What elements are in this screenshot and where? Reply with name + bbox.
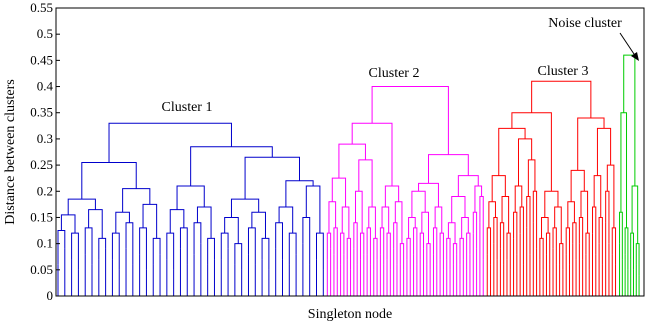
dendrogram-branch xyxy=(461,216,469,239)
y-tick-label: 0.1 xyxy=(37,236,53,251)
dendrogram-branch xyxy=(493,216,498,260)
dendrogram-branch xyxy=(419,232,425,260)
annotation-cluster-3: Cluster 3 xyxy=(538,64,589,79)
dendrogram-cluster-3 xyxy=(486,80,617,296)
dendrogram-branch xyxy=(190,146,273,187)
dendrogram-branch xyxy=(193,222,202,255)
dendrogram-branch xyxy=(592,206,597,255)
dendrogram-branch xyxy=(411,190,426,218)
dendrogram-branch xyxy=(578,216,584,260)
dendrogram-branch xyxy=(368,206,376,239)
y-axis: 0 0.05 0.1 0.15 0.2 0.25 0.3 0.35 0.4 0.45 0.5 0.55 xyxy=(30,0,60,303)
dendrogram-branch xyxy=(491,175,506,202)
y-tick-label: 0 xyxy=(47,288,54,303)
dendrogram-branch xyxy=(447,222,456,244)
y-tick-label: 0.55 xyxy=(30,0,53,15)
y-tick-label: 0.2 xyxy=(37,183,53,198)
annotation-cluster-2: Cluster 2 xyxy=(369,66,420,81)
dendrogram-branch xyxy=(544,190,559,218)
dendrogram-branch xyxy=(359,232,365,260)
dendrogram-branch xyxy=(278,206,294,234)
dendrogram-branch xyxy=(457,175,479,197)
dendrogram-branch xyxy=(393,222,398,265)
dendrogram-branch xyxy=(545,232,551,265)
dendrogram-branch xyxy=(605,190,610,244)
y-tick-label: 0.25 xyxy=(30,157,53,172)
dendrogram-branch xyxy=(541,216,549,239)
y-tick-label: 0.35 xyxy=(30,105,53,120)
dendrogram-branch xyxy=(142,203,158,239)
dendrogram-branch xyxy=(585,232,590,270)
dendrogram-branch xyxy=(434,206,443,234)
dendrogram-branch xyxy=(580,190,589,234)
dendrogram-cluster-2 xyxy=(326,86,484,296)
dendrogram-branch xyxy=(166,232,175,270)
annotation-cluster-1: Cluster 1 xyxy=(162,100,213,115)
dendrogram-branch xyxy=(371,86,449,155)
annotation-noise-cluster: Noise cluster xyxy=(548,16,622,31)
dendrogram-branch xyxy=(598,216,603,265)
dendrogram-branch xyxy=(531,80,592,118)
dendrogram-branch xyxy=(439,232,444,270)
dendrogram-branch xyxy=(358,159,373,207)
dendrogram-branch xyxy=(593,175,602,218)
dendrogram-trees xyxy=(57,54,640,296)
dendrogram-branch xyxy=(572,222,577,260)
dendrogram-branch xyxy=(288,232,297,265)
dendrogram-branch xyxy=(499,222,505,265)
dendrogram-branch xyxy=(341,206,350,239)
dendrogram-branch xyxy=(71,232,79,270)
dendrogram-branch xyxy=(506,232,511,270)
dendrogram-branch xyxy=(125,222,134,265)
dendrogram-branch xyxy=(326,232,332,260)
noise-cluster-arrow xyxy=(619,32,639,61)
y-tick-label: 0.5 xyxy=(37,26,53,41)
dendrogram-branch xyxy=(606,164,615,228)
plot-frame xyxy=(55,7,645,297)
dendrogram-branch xyxy=(353,222,358,265)
y-tick-label: 0.15 xyxy=(30,209,53,224)
y-axis-title: Distance between clusters xyxy=(3,79,18,224)
y-tick-label: 0.05 xyxy=(30,262,53,277)
dendrogram-branch xyxy=(224,216,239,244)
dendrogram-branch xyxy=(275,222,283,260)
dendrogram-branch xyxy=(527,159,536,197)
dendrogram-branch xyxy=(122,188,151,213)
dendrogram-branch xyxy=(408,216,416,239)
dendrogram-branch xyxy=(577,117,605,171)
dendrogram-branch xyxy=(81,161,137,200)
dendrogram-branch xyxy=(111,232,120,270)
dendrogram-branch xyxy=(381,206,390,234)
dendrogram-branch xyxy=(519,206,524,265)
dendrogram-branch xyxy=(630,232,634,270)
dendrogram-branch xyxy=(355,190,363,234)
dendrogram-branch xyxy=(532,190,538,249)
dendrogram-branch xyxy=(108,122,232,163)
dendrogram-branch xyxy=(196,206,212,239)
dendrogram-cluster-4 xyxy=(619,54,640,296)
dendrogram-branch xyxy=(623,54,636,187)
plot-background xyxy=(56,8,644,296)
dendrogram-branch xyxy=(316,232,324,270)
dendrogram-branch xyxy=(386,232,391,270)
y-tick-label: 0.3 xyxy=(37,131,53,146)
y-tick-label: 0.45 xyxy=(30,52,53,67)
dendrogram-branch xyxy=(331,177,347,207)
dendrogram-cluster-1 xyxy=(57,122,324,296)
x-axis-title: Singleton node xyxy=(308,307,392,322)
dendrogram-branch xyxy=(554,206,562,244)
dendrogram-branch xyxy=(220,232,229,260)
y-tick-label: 0.4 xyxy=(37,79,54,94)
dendrogram-branch xyxy=(466,232,471,270)
dendrogram-branch xyxy=(302,216,311,265)
dendrogram-branch xyxy=(340,232,345,265)
